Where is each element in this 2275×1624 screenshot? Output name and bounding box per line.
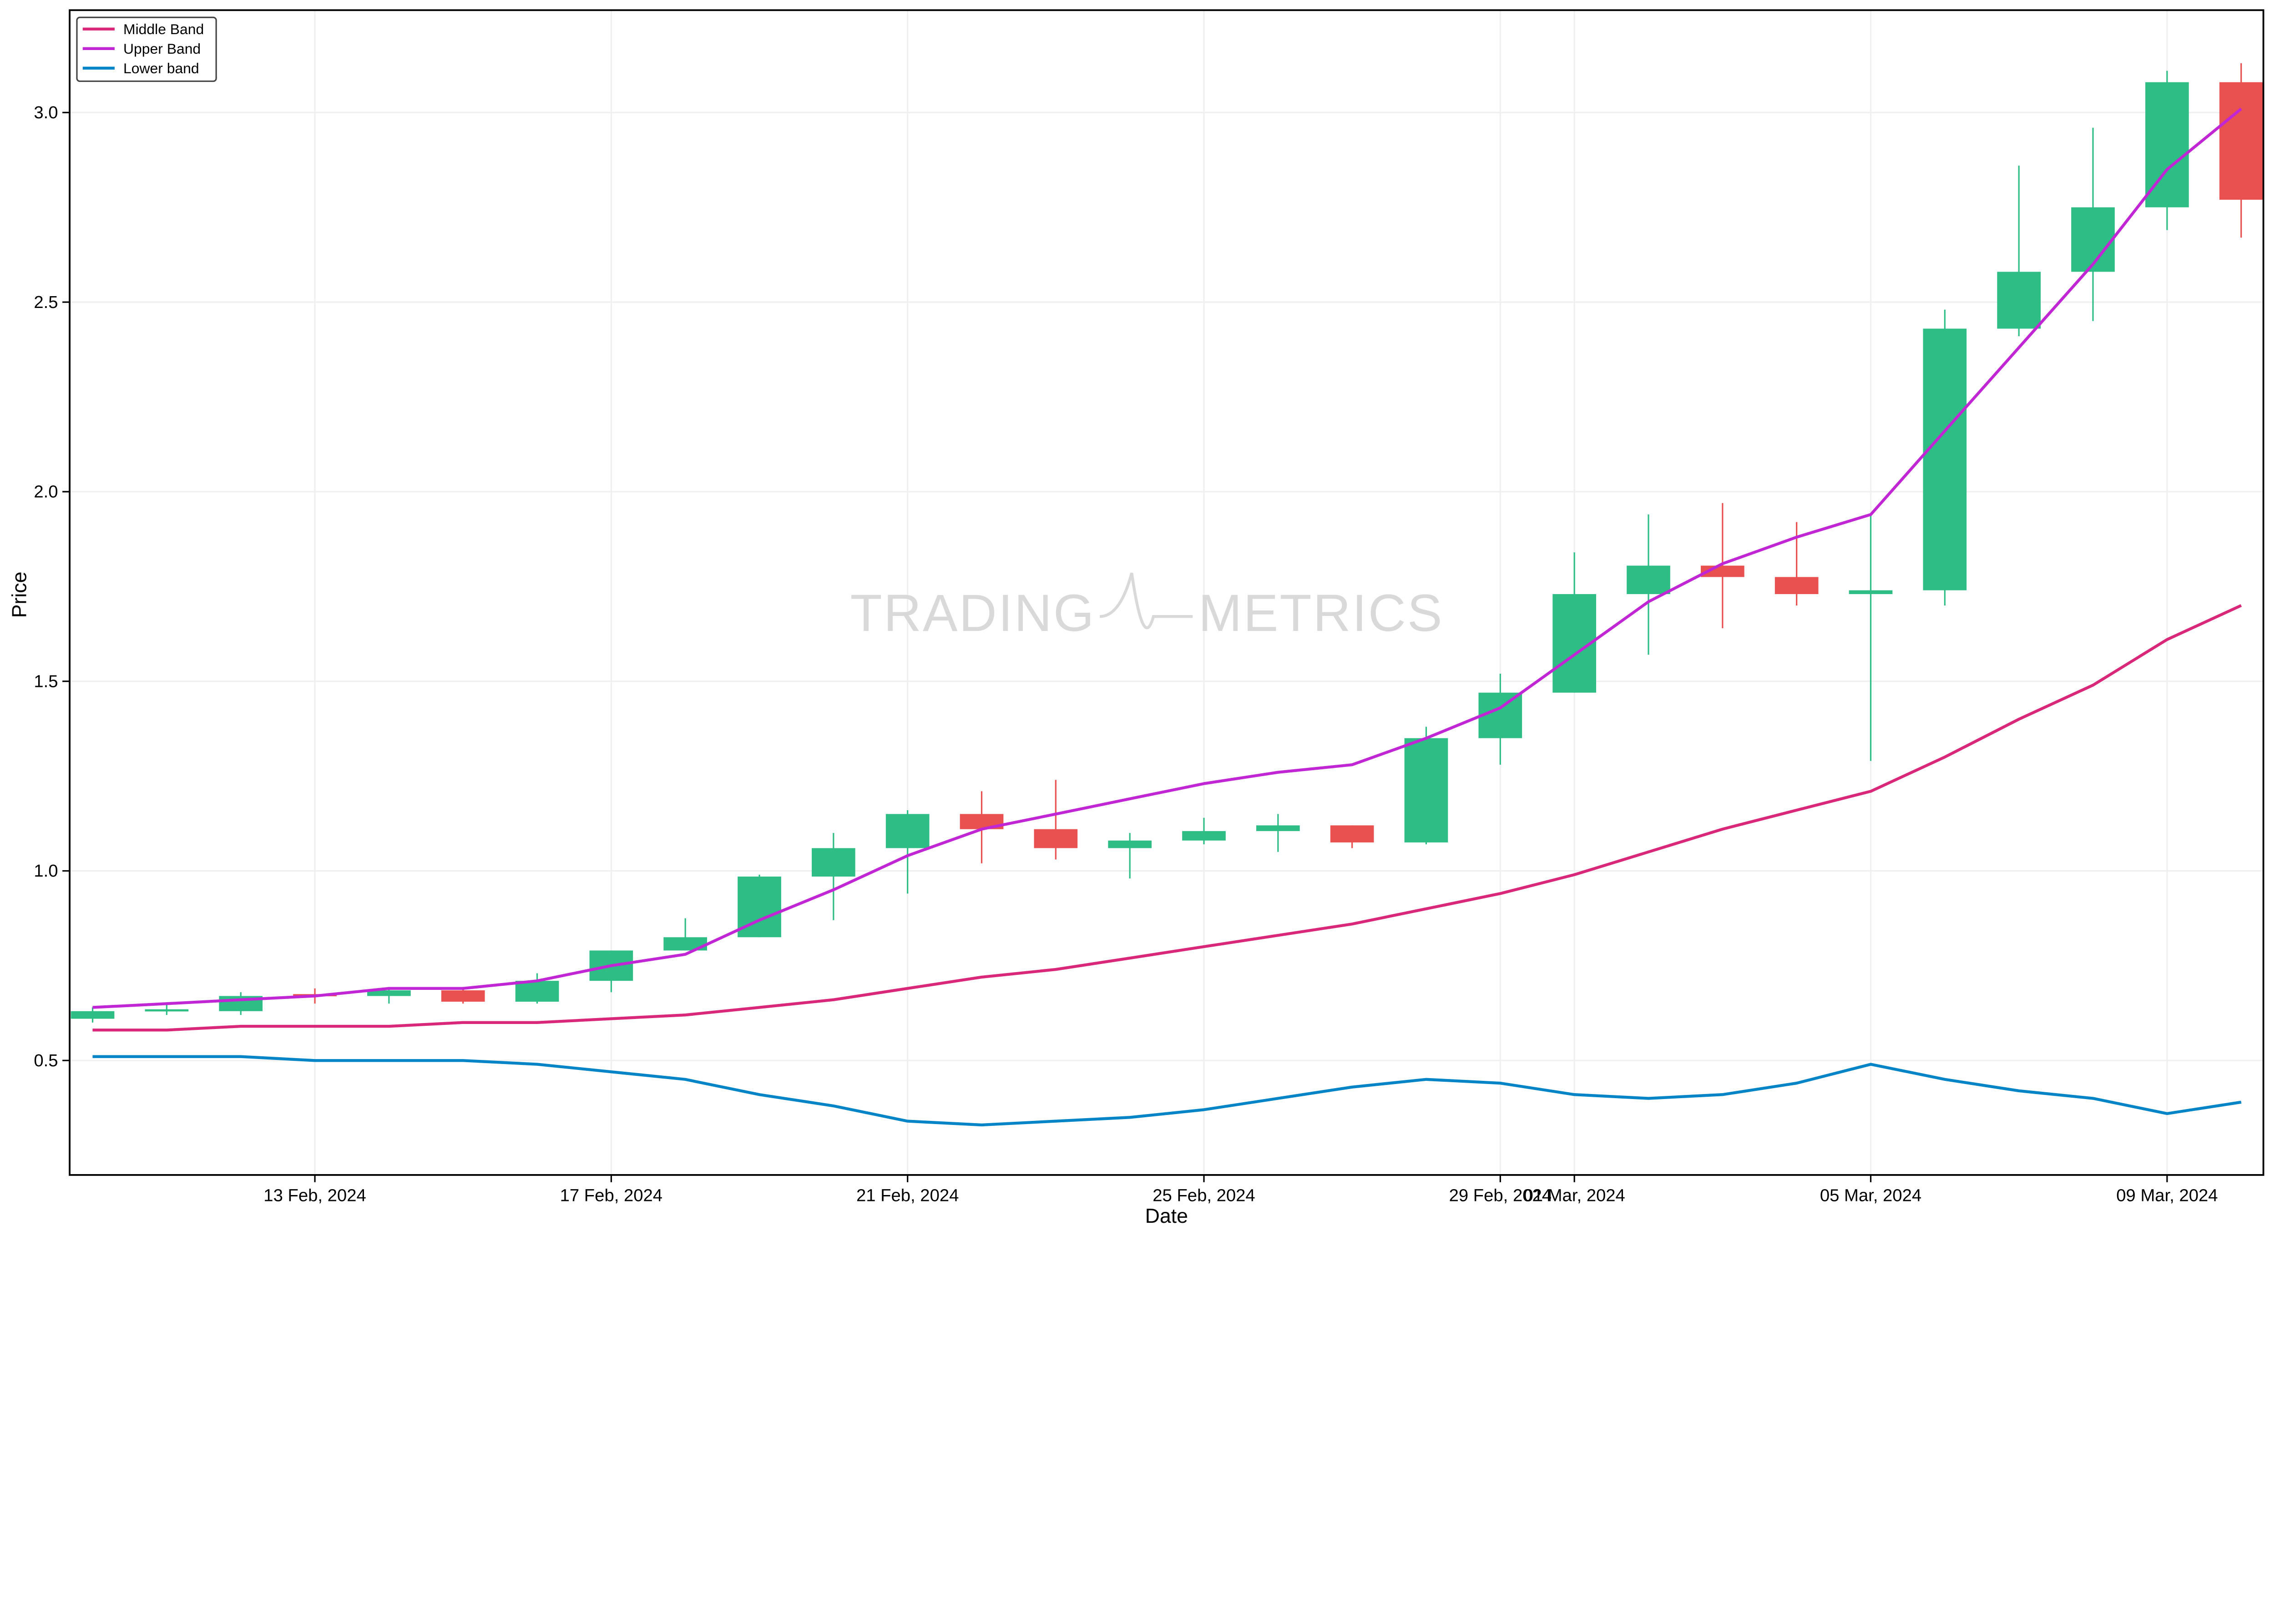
x-tick-label: 05 Mar, 2024 [1820, 1185, 1921, 1205]
candle-down [1330, 825, 1374, 848]
candle-body [367, 990, 411, 996]
x-tick-label: 01 Mar, 2024 [1524, 1185, 1625, 1205]
x-tick-label: 09 Mar, 2024 [2116, 1185, 2218, 1205]
candle-down [1034, 780, 1078, 860]
candle-up [1849, 514, 1893, 761]
candle-body [1627, 565, 1670, 594]
watermark: TRADING METRICS [850, 572, 1444, 642]
candle-body [812, 848, 855, 877]
candle-body [885, 814, 930, 848]
bollinger-candlestick-chart: TRADING METRICS 13 Feb, 2024 17 Feb, 2024… [0, 0, 2275, 1236]
candle-body [2071, 207, 2115, 272]
x-axis: 13 Feb, 2024 17 Feb, 2024 21 Feb, 2024 25 F… [263, 1175, 2218, 1205]
candle-body [1256, 825, 1300, 831]
x-tick-label: 25 Feb, 2024 [1153, 1185, 1255, 1205]
candle-down [441, 988, 485, 1004]
candle-up [663, 918, 708, 951]
candle-body [1330, 825, 1374, 842]
x-tick-label: 13 Feb, 2024 [263, 1185, 366, 1205]
candle-body [441, 990, 485, 1002]
candle-body [71, 1011, 115, 1019]
candle-body [1774, 577, 1819, 594]
y-axis-label: Price [8, 572, 30, 618]
legend-label: Lower band [123, 60, 199, 76]
candle-body [1108, 840, 1152, 848]
candle-up [1404, 726, 1448, 845]
candle-up [885, 810, 930, 894]
watermark-wave-icon [1099, 572, 1193, 630]
candles [71, 63, 2263, 1023]
y-axis: 0.5 1.0 1.5 2.0 2.5 3.0 [34, 103, 70, 1070]
candle-up [2071, 127, 2115, 321]
y-tick-label: 1.0 [34, 861, 58, 881]
candle-up [1627, 514, 1670, 655]
series-line-upper-band [92, 107, 2242, 1009]
y-tick-label: 0.5 [34, 1051, 58, 1070]
y-tick-label: 2.0 [34, 482, 58, 502]
plot-frame [69, 9, 2265, 1176]
candle-up [1923, 309, 1967, 605]
y-tick-label: 3.0 [34, 103, 58, 122]
x-tick-label: 17 Feb, 2024 [560, 1185, 662, 1205]
candle-body [515, 981, 559, 1002]
candle-down [1774, 522, 1819, 605]
legend-label: Upper Band [123, 40, 201, 57]
y-tick-label: 2.5 [34, 293, 58, 312]
candle-body [1034, 829, 1078, 848]
candle-up [812, 833, 855, 920]
candle-up [1108, 833, 1152, 879]
candle-up [515, 973, 559, 1004]
candle-up [1256, 814, 1300, 852]
background [0, 0, 2275, 1236]
x-tick-label: 29 Feb, 2024 [1449, 1185, 1552, 1205]
candle-up [1182, 817, 1226, 845]
candle-body [1182, 831, 1226, 841]
legend-label: Middle Band [123, 21, 204, 37]
candle-body [145, 1009, 189, 1012]
legend: Middle Band Upper Band Lower band [76, 16, 217, 82]
candle-body [1849, 590, 1893, 594]
series-line-lower-band [92, 1055, 2242, 1127]
watermark-left-text: TRADING [850, 584, 1096, 642]
candle-body [1404, 738, 1448, 842]
x-tick-label: 21 Feb, 2024 [856, 1185, 959, 1205]
candle-body [2219, 82, 2263, 200]
candle-body [1478, 692, 1522, 738]
legend-box [76, 16, 217, 82]
candle-body [1997, 272, 2041, 329]
watermark-right-text: METRICS [1198, 584, 1444, 642]
y-tick-label: 1.5 [34, 671, 58, 691]
candle-up [1997, 166, 2041, 337]
candle-up [1552, 552, 1596, 693]
band-lines [92, 107, 2242, 1127]
x-axis-label: Date [1145, 1205, 1188, 1227]
candle-up [1478, 673, 1522, 765]
candle-up [2145, 71, 2189, 230]
candle-body [1923, 328, 1967, 590]
series-line-middle-band [92, 604, 2242, 1032]
candle-down [2219, 63, 2263, 238]
candle-up [145, 1004, 189, 1015]
candle-up [367, 988, 411, 1004]
candle-up [71, 1007, 115, 1023]
